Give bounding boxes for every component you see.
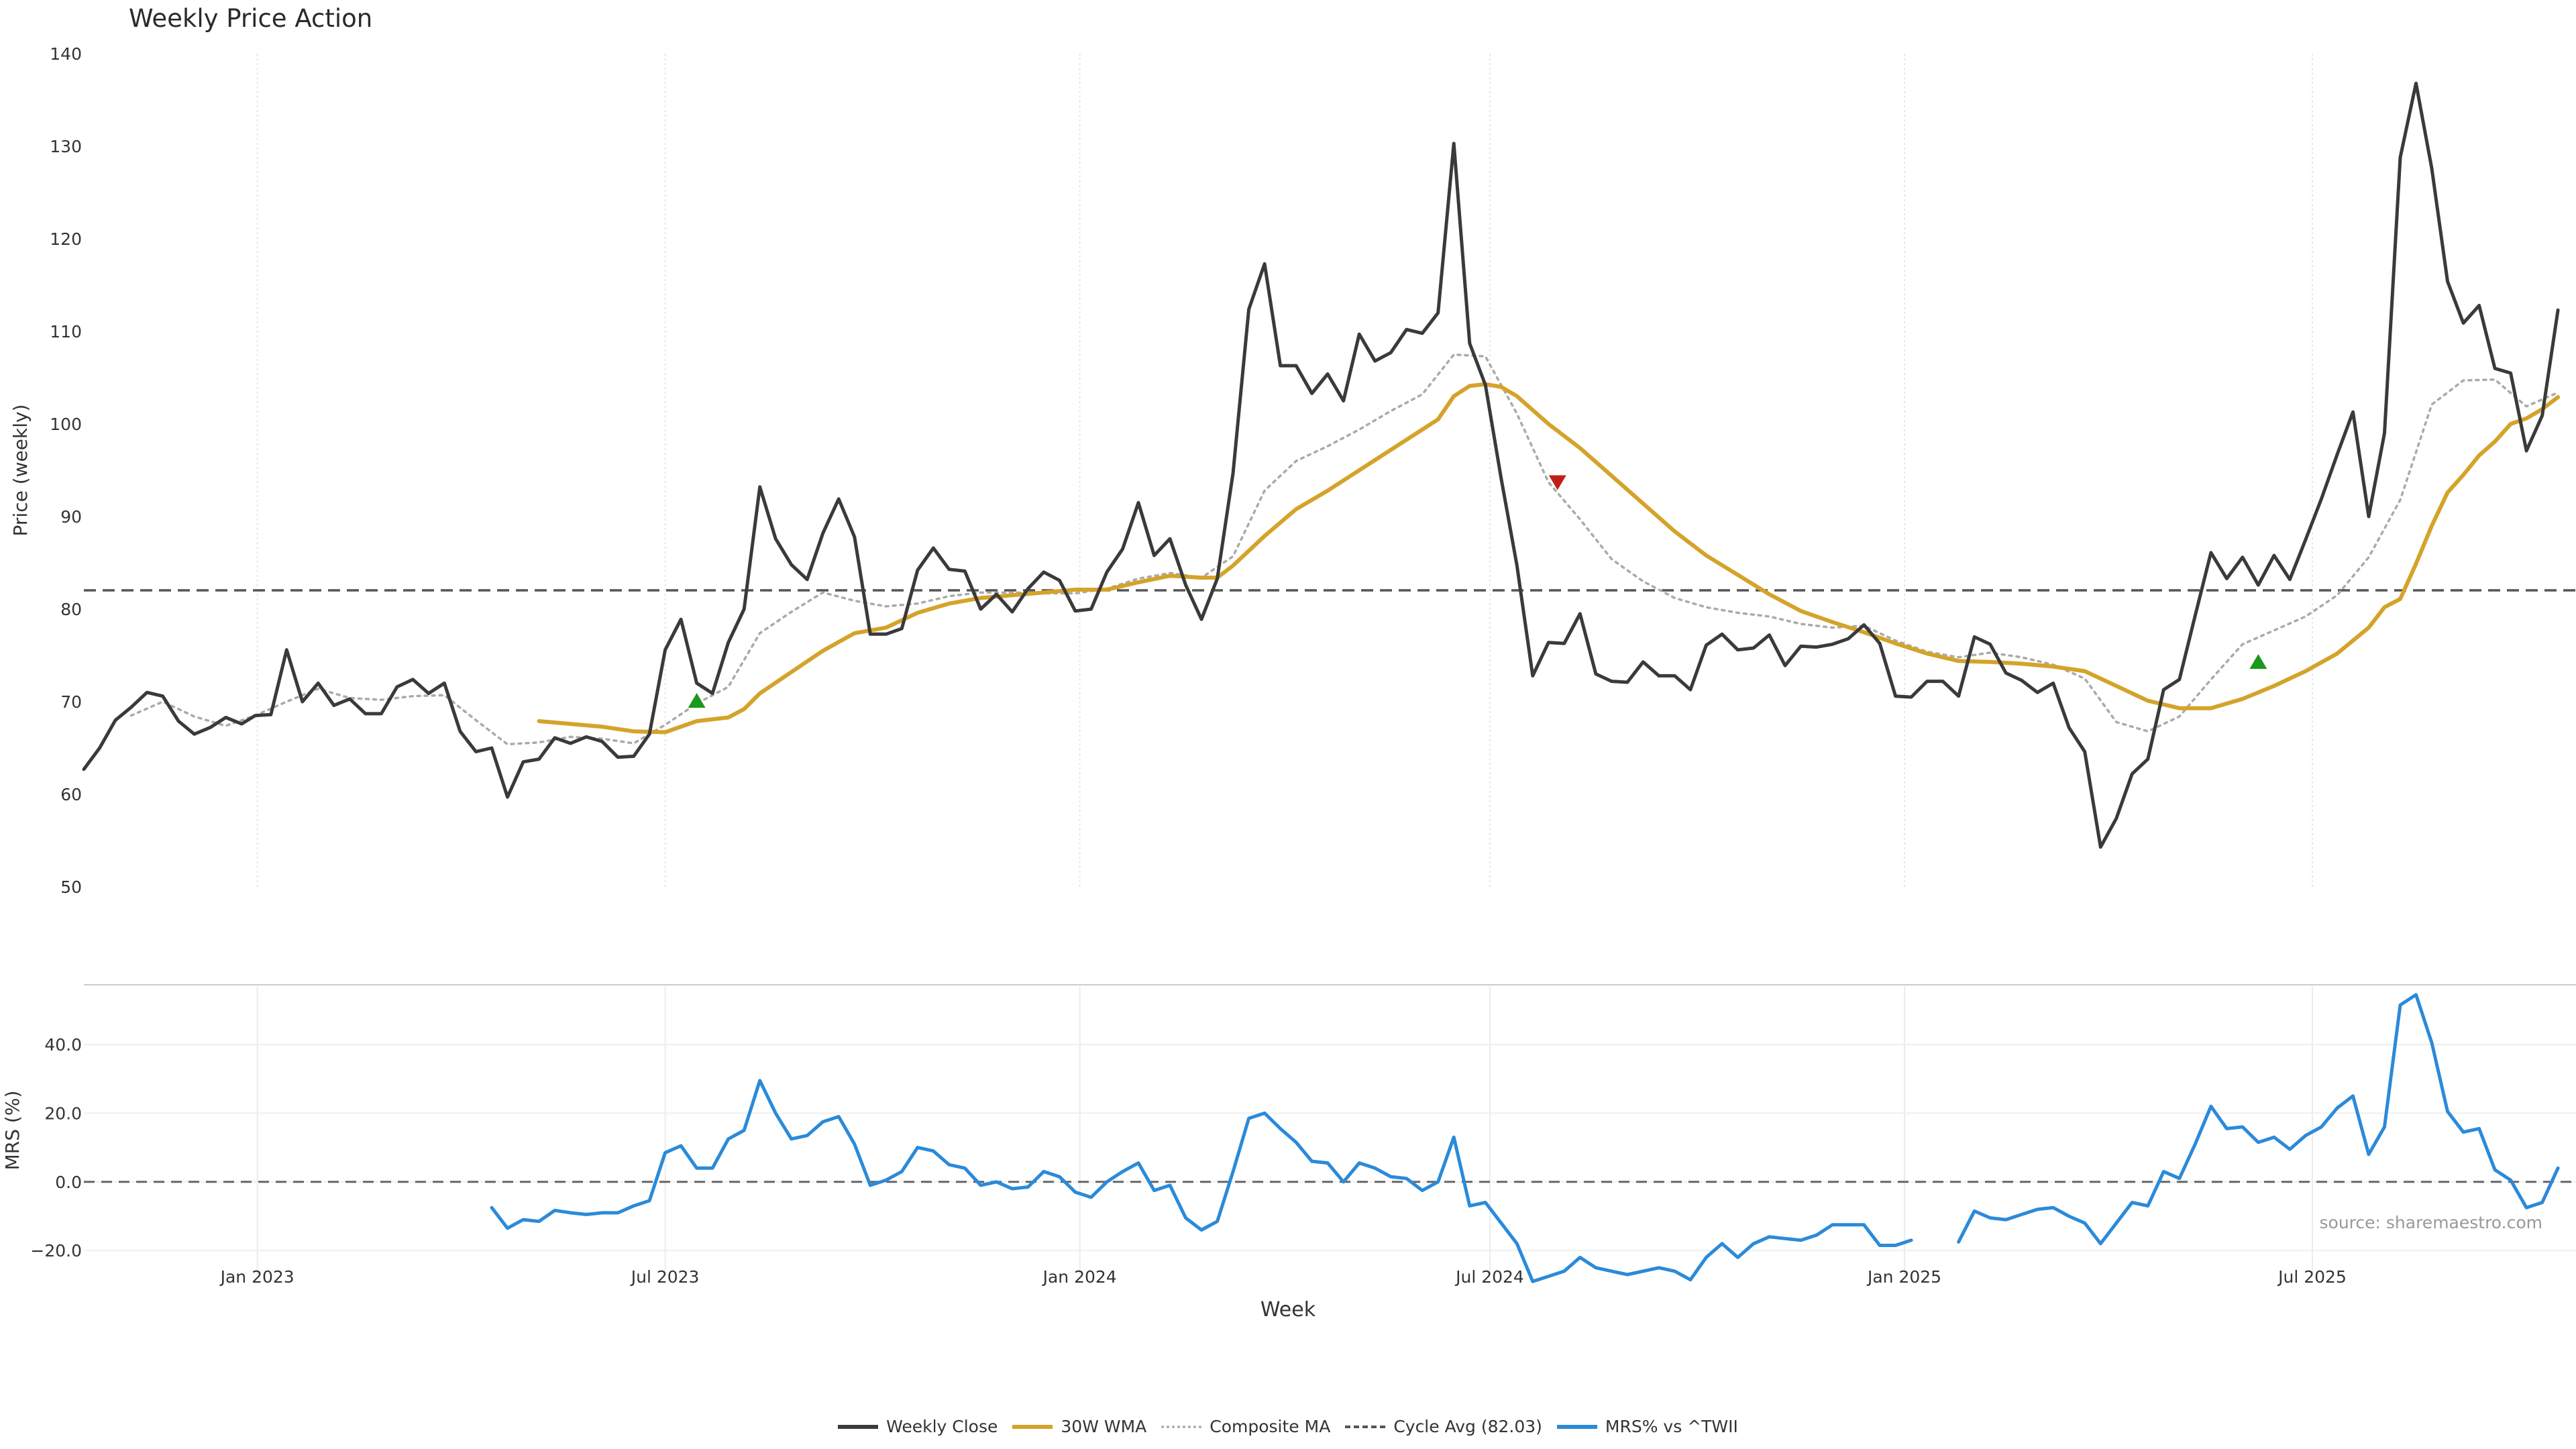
legend-label: Composite MA [1210,1417,1331,1436]
price-y-tick-label: 70 [60,692,82,712]
sell-signal-marker [1548,475,1566,490]
legend-item: MRS% vs ^TWII [1556,1417,1738,1436]
price-y-tick-label: 110 [50,322,82,341]
legend-swatch [1556,1424,1597,1429]
weekly-close-line [82,81,2560,849]
mrs-y-tick-label: 0.0 [55,1173,82,1192]
x-axis-title: Week [1260,1298,1316,1322]
x-tick-label: Jan 2025 [1866,1267,1941,1287]
mrs-y-tick-label: 20.0 [44,1104,82,1123]
mrs-y-tick-label: −20.0 [30,1241,82,1260]
price-y-tick-label: 90 [60,507,82,527]
price-y-tick-label: 50 [60,877,82,897]
x-tick-label: Jul 2023 [630,1267,700,1287]
legend-item: Composite MA [1161,1417,1330,1436]
legend-swatch [1012,1424,1053,1429]
wma-30w-line [537,382,2561,735]
x-tick-label: Jul 2025 [2277,1267,2347,1287]
price-y-tick-label: 120 [50,229,82,249]
legend-swatch [838,1424,879,1429]
legend-item: Weekly Close [838,1417,998,1436]
price-y-tick-label: 130 [50,137,82,156]
x-tick-label: Jan 2023 [219,1267,294,1287]
legend-label: Weekly Close [886,1417,998,1436]
legend-swatch [1161,1425,1202,1428]
price-y-tick-label: 100 [50,415,82,434]
mrs-line-segment [1957,993,2560,1246]
mrs-y-axis-title: MRS (%) [1,1091,23,1171]
legend-item: Cycle Avg (82.03) [1345,1417,1542,1436]
price-y-tick-label: 80 [60,600,82,619]
price-y-tick-label: 60 [60,785,82,804]
buy-signal-marker [2249,654,2267,669]
legend: Weekly Close 30W WMA Composite MA Cycle Avg… [0,1417,2576,1436]
mrs-y-tick-label: 40.0 [44,1035,82,1055]
x-tick-label: Jan 2024 [1042,1267,1117,1287]
composite-ma-line [129,353,2559,746]
legend-label: MRS% vs ^TWII [1605,1417,1738,1436]
buy-signal-marker [688,693,706,708]
mrs-line-segment [490,1079,1913,1283]
price-y-axis-title: Price (weekly) [9,405,32,537]
legend-label: Cycle Avg (82.03) [1393,1417,1542,1436]
x-tick-label: Jul 2024 [1454,1267,1524,1287]
price-y-tick-label: 140 [50,44,82,64]
chart-title: Weekly Price Action [129,4,373,33]
source-note: source: sharemaestro.com [2319,1213,2543,1232]
legend-swatch [1345,1425,1386,1428]
legend-item: 30W WMA [1012,1417,1146,1436]
legend-label: 30W WMA [1061,1417,1147,1436]
